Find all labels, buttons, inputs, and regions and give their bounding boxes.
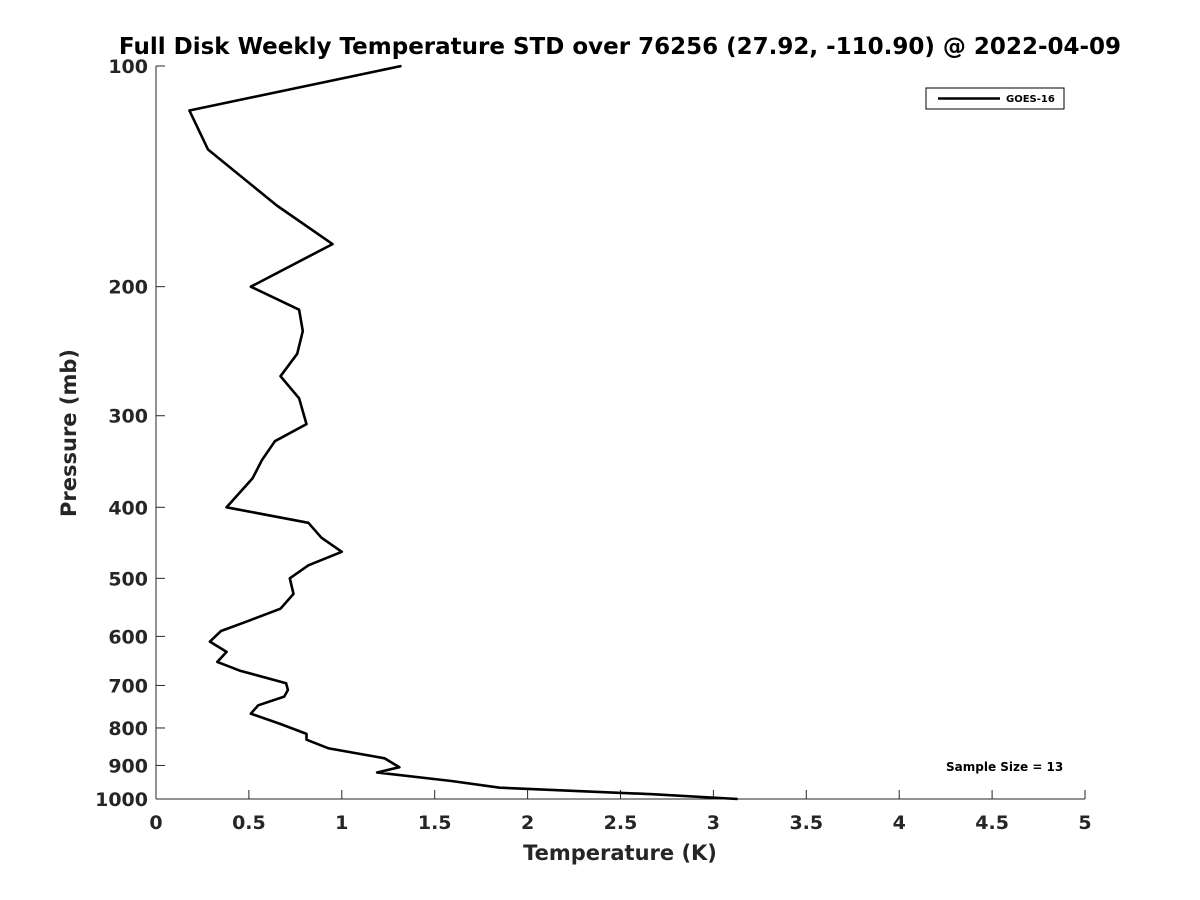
data-point — [283, 696, 285, 698]
y-tick-label: 600 — [108, 626, 148, 648]
x-tick-label: 3.5 — [789, 812, 823, 834]
y-tick-label: 200 — [108, 277, 148, 299]
x-tick-label: 4 — [893, 812, 906, 834]
data-point — [226, 506, 228, 508]
x-tick-label: 3 — [707, 812, 720, 834]
data-point — [207, 148, 209, 151]
y-tick-label: 500 — [108, 568, 148, 590]
plot-area — [188, 64, 739, 801]
data-point — [400, 65, 402, 67]
x-axis-label: Temperature (K) — [523, 841, 717, 865]
data-point — [276, 204, 278, 207]
data-point — [252, 477, 254, 479]
y-tick-label: 1000 — [95, 789, 148, 811]
data-point — [292, 593, 295, 595]
x-tick-label: 2.5 — [604, 812, 638, 834]
data-point — [257, 704, 259, 706]
data-point — [499, 787, 501, 789]
data-point — [331, 243, 334, 245]
data-point — [220, 630, 222, 632]
data-point — [250, 286, 252, 288]
x-tick-label: 0.5 — [232, 812, 266, 834]
x-tick-label: 5 — [1078, 812, 1091, 834]
data-point — [296, 353, 298, 355]
data-point — [298, 309, 300, 311]
data-point — [226, 651, 228, 653]
data-point — [651, 793, 653, 795]
data-point — [302, 330, 304, 332]
data-point — [279, 723, 282, 725]
data-point — [279, 375, 282, 377]
data-point — [398, 766, 400, 768]
y-tick-label: 100 — [108, 56, 148, 78]
y-tick-label: 400 — [108, 497, 148, 519]
data-point — [285, 682, 287, 684]
data-point — [216, 661, 218, 663]
x-tick-label: 1 — [335, 812, 348, 834]
y-tick-label: 900 — [108, 755, 148, 777]
x-tick-label: 2 — [521, 812, 534, 834]
data-point — [209, 641, 211, 643]
data-point — [376, 771, 378, 774]
y-tick-label: 800 — [108, 718, 148, 740]
chart-title: Full Disk Weekly Temperature STD over 76… — [119, 34, 1121, 60]
data-point — [450, 780, 453, 782]
data-point — [274, 440, 276, 442]
data-point — [305, 733, 308, 735]
data-point — [320, 537, 322, 539]
data-point — [341, 551, 343, 553]
y-tick-label: 300 — [108, 406, 148, 428]
x-tick-label: 1.5 — [418, 812, 452, 834]
data-point — [298, 397, 300, 399]
data-point — [261, 459, 263, 461]
data-point — [289, 577, 291, 579]
data-point — [242, 622, 244, 624]
sample-size-annotation: Sample Size = 13 — [946, 760, 1063, 774]
data-point — [287, 689, 289, 691]
x-tick-label: 0 — [149, 812, 162, 834]
x-tick-label: 4.5 — [975, 812, 1009, 834]
data-point — [328, 747, 330, 749]
data-point — [736, 798, 739, 800]
data-point — [239, 669, 241, 672]
y-axis-label: Pressure (mb) — [57, 349, 81, 517]
data-point — [307, 522, 309, 524]
data-point — [305, 423, 308, 425]
axis-ticks: 0 0.5 1 1.5 2 2.5 3 3.5 4 4.5 5 100 200 300 400 500 600 7… — [95, 56, 1092, 834]
data-point — [279, 608, 282, 610]
data-point — [188, 109, 191, 112]
series-line-goes-16 — [188, 64, 738, 801]
data-point — [250, 713, 252, 715]
legend-label-goes-16: GOES-16 — [1006, 94, 1055, 105]
data-point — [383, 757, 386, 759]
y-tick-label: 700 — [108, 675, 148, 697]
data-point — [307, 564, 309, 566]
data-point — [305, 739, 308, 741]
